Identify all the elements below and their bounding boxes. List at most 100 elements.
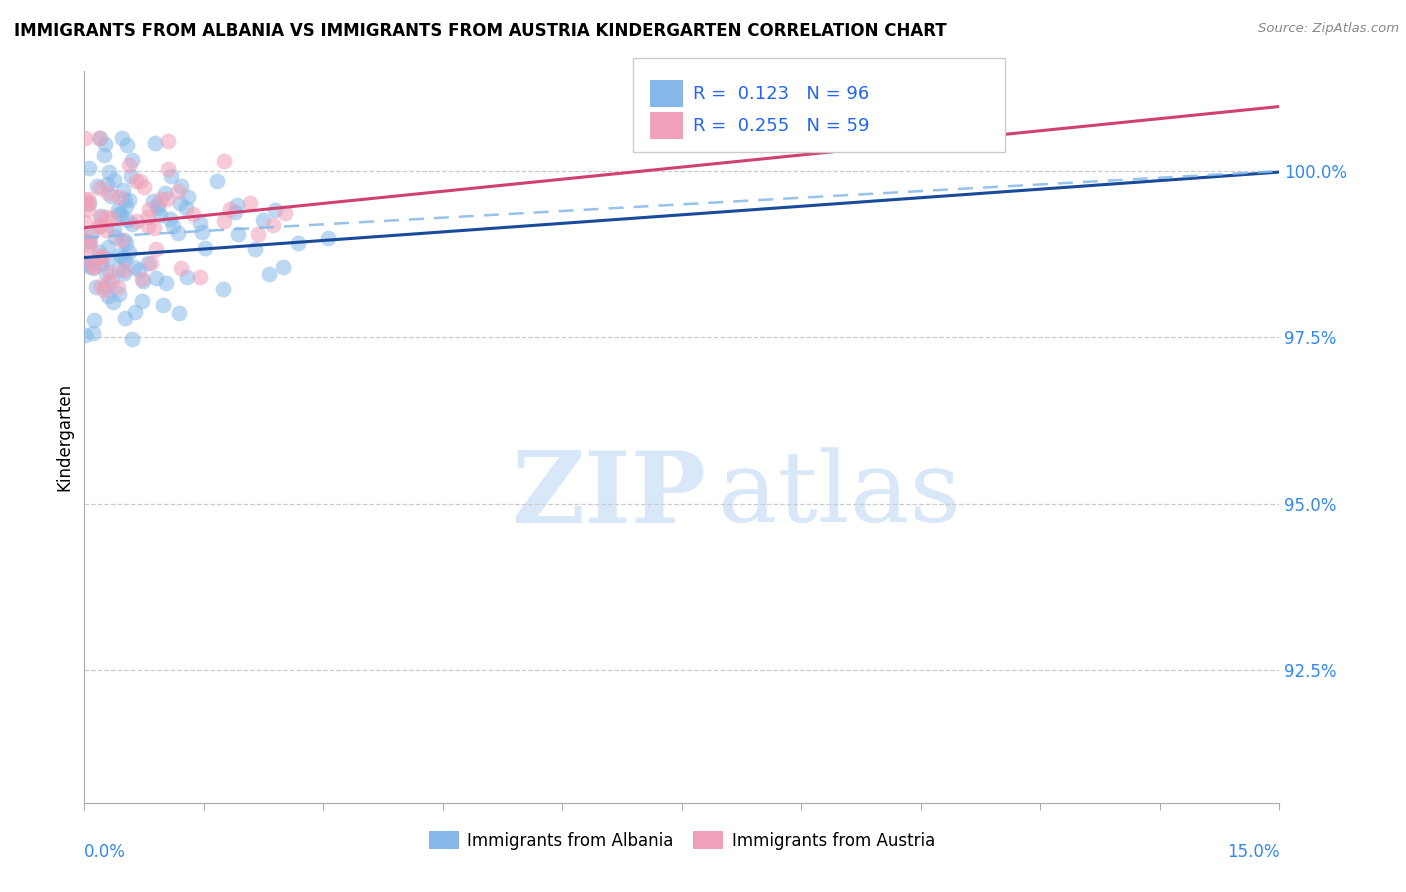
Point: [146, 201, 169, 215]
Point: [252, 213, 274, 227]
Point: [139, 256, 162, 270]
Point: [274, 206, 297, 220]
Point: [118, 158, 141, 172]
Point: [156, 161, 179, 176]
Point: [76, 235, 98, 250]
Point: [79, 226, 101, 240]
Legend: Immigrants from Albania, Immigrants from Austria: Immigrants from Albania, Immigrants from…: [422, 824, 942, 856]
Point: [247, 227, 270, 242]
Point: [212, 282, 235, 296]
Point: [75, 193, 97, 207]
Point: [166, 184, 188, 198]
Text: Source: ZipAtlas.com: Source: ZipAtlas.com: [1258, 22, 1399, 36]
Point: [107, 189, 129, 203]
Point: [264, 202, 287, 217]
Point: [177, 190, 200, 204]
Point: [89, 249, 111, 263]
Point: [76, 259, 98, 273]
Point: [142, 194, 165, 208]
Point: [121, 218, 143, 232]
Point: [118, 244, 141, 259]
Point: [75, 252, 97, 266]
Point: [159, 169, 181, 183]
Point: [152, 298, 174, 312]
Point: [97, 289, 120, 303]
Point: [82, 260, 104, 275]
Point: [90, 278, 112, 293]
Point: [155, 186, 177, 200]
Point: [136, 219, 159, 234]
Point: [190, 225, 212, 239]
Point: [107, 279, 129, 293]
Text: IMMIGRANTS FROM ALBANIA VS IMMIGRANTS FROM AUSTRIA KINDERGARTEN CORRELATION CHAR: IMMIGRANTS FROM ALBANIA VS IMMIGRANTS FR…: [14, 22, 946, 40]
Point: [166, 226, 188, 240]
Point: [111, 183, 134, 197]
Point: [174, 201, 197, 215]
Point: [93, 148, 115, 162]
Point: [188, 216, 211, 230]
Point: [83, 259, 105, 273]
Point: [271, 260, 294, 274]
Point: [114, 310, 136, 325]
Point: [77, 235, 100, 249]
Point: [159, 211, 181, 226]
Point: [75, 255, 97, 269]
Point: [100, 211, 122, 226]
Point: [77, 238, 100, 252]
Point: [100, 265, 122, 279]
Point: [132, 180, 155, 194]
Point: [146, 198, 169, 212]
Point: [316, 231, 339, 245]
Point: [128, 174, 150, 188]
Point: [76, 192, 98, 206]
Point: [97, 252, 120, 267]
Point: [90, 257, 112, 271]
Point: [259, 267, 281, 281]
Point: [75, 328, 97, 343]
Point: [89, 210, 111, 224]
Point: [207, 174, 229, 188]
Point: [138, 255, 160, 269]
Point: [101, 275, 124, 289]
Point: [82, 260, 104, 275]
Point: [124, 305, 146, 319]
Point: [89, 131, 111, 145]
Point: [89, 181, 111, 195]
Point: [136, 211, 159, 225]
Point: [212, 153, 235, 168]
Point: [188, 269, 211, 284]
Point: [262, 218, 284, 232]
Point: [107, 286, 129, 301]
Point: [94, 279, 117, 293]
Text: R =  0.123   N = 96: R = 0.123 N = 96: [693, 85, 869, 103]
Point: [107, 203, 129, 218]
Point: [122, 260, 145, 274]
Point: [91, 251, 114, 265]
Point: [112, 233, 135, 247]
Point: [94, 136, 117, 151]
Point: [77, 197, 100, 211]
Point: [112, 266, 135, 280]
Text: 15.0%: 15.0%: [1227, 843, 1279, 861]
Point: [90, 250, 112, 264]
Point: [143, 136, 166, 151]
Point: [75, 215, 97, 229]
Point: [97, 186, 120, 201]
Y-axis label: Kindergarten: Kindergarten: [55, 383, 73, 491]
Point: [110, 233, 132, 247]
Point: [97, 240, 120, 254]
Point: [103, 295, 125, 310]
Point: [89, 131, 111, 145]
Point: [239, 196, 262, 211]
Point: [120, 169, 142, 184]
Point: [131, 294, 153, 309]
Point: [125, 214, 148, 228]
Point: [170, 260, 193, 275]
Point: [157, 134, 180, 148]
Point: [114, 199, 136, 213]
Point: [98, 165, 121, 179]
Point: [103, 173, 125, 187]
Point: [94, 210, 117, 224]
Point: [114, 253, 136, 268]
Point: [218, 202, 240, 216]
